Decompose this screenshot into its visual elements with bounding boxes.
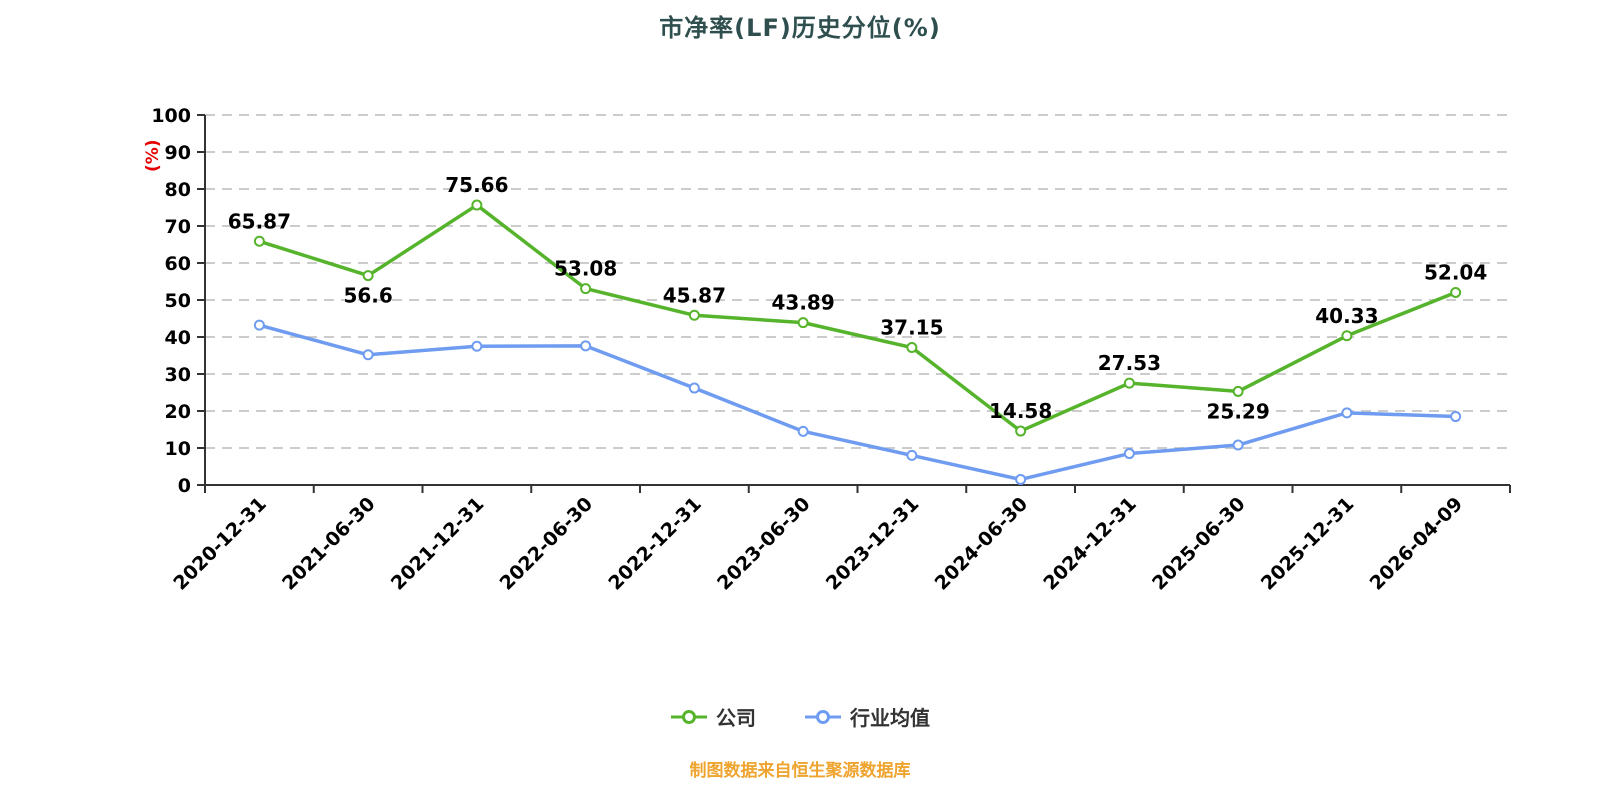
industry-data-point [797,425,809,437]
industry-data-point [906,449,918,461]
company-data-point [906,342,918,354]
industry-data-point [471,340,483,352]
industry-data-point [253,319,265,331]
industry-data-point [580,340,592,352]
x-axis-label: 2025-12-31 [1257,493,1359,595]
value-label: 52.04 [1424,260,1487,284]
industry-data-point [362,349,374,361]
y-axis-tick-label: 20 [165,401,191,423]
industry-series-marker-icon [805,709,841,724]
industry-data-point [1015,473,1027,485]
line-chart-plot: 0 10 20 30 40 50 60 70 80 90 100 2020-12-31 2021-06-… [143,105,1511,595]
value-label: 45.87 [663,283,726,307]
company-data-point [1341,330,1353,342]
x-axis-label: 2022-06-30 [496,493,598,595]
company-data-point [1015,425,1027,437]
legend-item-industry-average[interactable]: 行业均值 [804,702,930,731]
industry-data-point [688,382,700,394]
company-data-point [688,309,700,321]
x-axis-label: 2026-04-09 [1366,493,1468,595]
y-axis-tick-label: 70 [165,216,191,238]
x-axis-label: 2021-12-31 [387,493,489,595]
company-series-marker-icon [671,709,707,724]
legend-label-industry-average: 行业均值 [850,706,930,730]
value-label: 43.89 [771,291,834,315]
legend-label-company: 公司 [716,706,756,730]
industry-data-point [1341,407,1353,419]
value-label: 37.15 [880,316,943,340]
value-label: 75.66 [445,173,508,197]
company-series-line [257,203,1458,433]
company-data-point [362,270,374,282]
value-label: 53.08 [554,257,617,281]
company-data-point [1232,385,1244,397]
industry-data-point [1123,448,1135,460]
x-axis-label: 2024-12-31 [1039,493,1141,595]
x-axis-label: 2022-12-31 [604,493,706,595]
value-label: 40.33 [1315,304,1378,328]
x-axis-label: 2021-06-30 [278,493,380,595]
y-axis-tick-label: 40 [165,327,191,349]
y-axis-tick-label: 30 [165,364,191,386]
y-axis-tick-label: 90 [165,142,191,164]
y-axis-tick-label: 80 [165,179,191,201]
x-axis-label: 2024-06-30 [931,493,1033,595]
company-data-point [1123,377,1135,389]
value-label: 27.53 [1098,351,1161,375]
x-axis-label: 2023-06-30 [713,493,815,595]
company-data-point [580,283,592,295]
legend: 公司 行业均值 [0,702,1600,731]
value-label: 25.29 [1206,399,1269,423]
legend-item-company[interactable]: 公司 [670,702,756,731]
y-axis-tick-label: 60 [165,253,191,275]
industry-data-point [1450,411,1462,423]
y-axis-tick-label: 10 [165,438,191,460]
chart-title: 市净率(LF)历史分位(%) [659,14,941,42]
company-data-point [1450,286,1462,298]
data-source-note: 制图数据来自恒生聚源数据库 [689,761,911,781]
company-data-point [471,199,483,211]
y-axis-tick-label: 0 [178,475,191,497]
industry-data-point [1232,439,1244,451]
y-axis-tick-label: 50 [165,290,191,312]
y-axis-unit-label: (%) [143,139,163,172]
x-axis-label: 2023-12-31 [822,493,924,595]
x-axis-label: 2020-12-31 [169,493,271,595]
y-axis-tick-label: 100 [151,105,191,127]
value-label: 14.58 [989,399,1052,423]
value-label: 65.87 [228,209,291,233]
company-data-point [797,317,809,329]
industry-series-line [257,323,1458,482]
x-axis-label: 2025-06-30 [1148,493,1250,595]
value-label: 56.6 [343,284,392,308]
company-data-point [253,235,265,247]
